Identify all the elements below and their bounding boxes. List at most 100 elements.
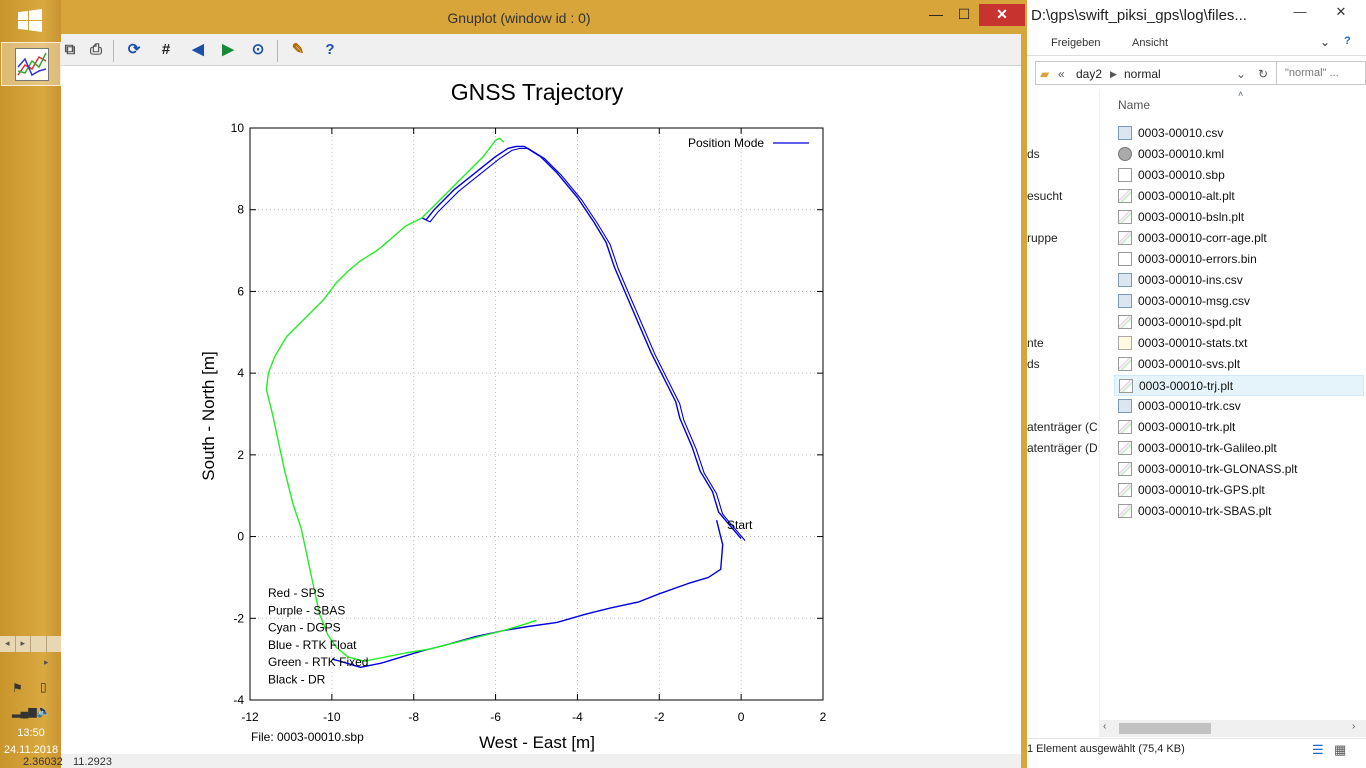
file-plt-icon: [1118, 483, 1132, 497]
help-icon[interactable]: ?: [1344, 35, 1351, 47]
nav-item[interactable]: ds: [1027, 147, 1040, 161]
tray-scroll-right-button[interactable]: ▸: [16, 636, 31, 652]
details-view-icon[interactable]: ☰: [1312, 742, 1324, 757]
tray-scroll-left-button[interactable]: ◂: [0, 636, 16, 652]
clock-time[interactable]: 13:50: [17, 727, 45, 739]
file-row[interactable]: 0003-00010-trk.plt: [1114, 417, 1364, 438]
file-row[interactable]: 0003-00010-trk-GLONASS.plt: [1114, 459, 1364, 480]
y-tick-label: 2: [237, 448, 244, 462]
file-row[interactable]: 0003-00010-trj.plt: [1114, 375, 1364, 396]
file-name: 0003-00010-trj.plt: [1139, 379, 1234, 393]
plot-canvas[interactable]: GNSS Trajectory -12 -10 -8 -6 -4 -2 0 2 -4 -2 0 2 4 6…: [61, 66, 1021, 754]
sort-ascending-icon: ˄: [1238, 89, 1244, 99]
file-plt-icon: [1118, 210, 1132, 224]
nav-item[interactable]: nte: [1027, 336, 1044, 350]
start-button[interactable]: [10, 4, 50, 38]
scroll-left-icon[interactable]: ‹: [1103, 721, 1107, 732]
file-name: 0003-00010-errors.bin: [1138, 252, 1257, 266]
file-name: 0003-00010.kml: [1138, 147, 1225, 161]
explorer-titlebar[interactable]: D:\gps\swift_piksi_gps\log\files... — ✕: [1027, 0, 1366, 32]
file-row[interactable]: 0003-00010-spd.plt: [1114, 312, 1364, 333]
file-row[interactable]: 0003-00010-trk.csv: [1114, 396, 1364, 417]
file-row[interactable]: 0003-00010.sbp: [1114, 165, 1364, 186]
breadcrumb-day2[interactable]: day2: [1076, 67, 1103, 81]
scroll-right-icon[interactable]: ›: [1352, 721, 1356, 732]
address-dropdown-icon[interactable]: ⌄: [1236, 67, 1247, 81]
ribbon-tab-share[interactable]: Freigeben: [1051, 37, 1101, 49]
file-plt-icon: [1118, 420, 1132, 434]
nav-item[interactable]: ruppe: [1027, 231, 1058, 245]
minimize-button[interactable]: —: [929, 6, 943, 22]
x-tick-label: -4: [572, 710, 583, 724]
volume-muted-icon[interactable]: 🔈: [36, 704, 51, 718]
ribbon-expand-chevron-icon[interactable]: ⌄: [1320, 35, 1331, 49]
explorer-minimize-button[interactable]: —: [1293, 4, 1307, 19]
copy-clipboard-icon[interactable]: ⧉: [64, 41, 76, 58]
file-name: 0003-00010-alt.plt: [1138, 189, 1235, 203]
file-row[interactable]: 0003-00010-alt.plt: [1114, 186, 1364, 207]
help-icon[interactable]: ?: [325, 41, 335, 58]
nav-item[interactable]: esucht: [1027, 189, 1063, 203]
refresh-icon[interactable]: ↻: [1258, 67, 1269, 81]
file-list: Name ˄ 0003-00010.csv 0003-00010.kml 0003-…: [1099, 89, 1366, 720]
gnuplot-titlebar[interactable]: Gnuplot (window id : 0) — ☐ ✕: [61, 0, 1027, 34]
zoom-previous-icon[interactable]: ◀: [192, 41, 204, 58]
legend-label: Position Mode: [688, 136, 764, 150]
file-row[interactable]: 0003-00010-errors.bin: [1114, 249, 1364, 270]
y-axis-label: South - North [m]: [199, 351, 218, 480]
file-row[interactable]: 0003-00010-svs.plt: [1114, 354, 1364, 375]
file-row[interactable]: 0003-00010-trk-SBAS.plt: [1114, 501, 1364, 522]
show-hidden-icons-icon[interactable]: ▸: [44, 657, 49, 667]
file-row[interactable]: 0003-00010-bsln.plt: [1114, 207, 1364, 228]
breadcrumb-normal[interactable]: normal: [1124, 67, 1161, 81]
zoom-next-icon[interactable]: ▶: [222, 41, 234, 58]
address-bar[interactable]: ▰ « day2 ▶ normal ⌄ ↻: [1035, 61, 1293, 85]
gnuplot-toolbar: ⧉ ⎙ ⟳ # ◀ ▶ ⊙ ✎ ?: [61, 34, 1021, 66]
file-row[interactable]: 0003-00010-msg.csv: [1114, 291, 1364, 312]
file-row[interactable]: 0003-00010-trk-GPS.plt: [1114, 480, 1364, 501]
replot-icon[interactable]: ⟳: [127, 41, 141, 58]
clock-date[interactable]: 24.11.2018: [3, 744, 59, 756]
file-row[interactable]: 0003-00010-trk-Galileo.plt: [1114, 438, 1364, 459]
tray-scroll-spare: [47, 636, 62, 652]
close-button[interactable]: ✕: [979, 4, 1025, 26]
nav-item[interactable]: ds: [1027, 357, 1040, 371]
file-row[interactable]: 0003-00010.csv: [1114, 123, 1364, 144]
network-icon[interactable]: ▂▄▆: [12, 706, 37, 718]
mode-key-entry: Cyan - DGPS: [268, 621, 341, 635]
grid-icon[interactable]: #: [161, 41, 171, 58]
nav-item[interactable]: atenträger (D:: [1027, 441, 1102, 455]
file-row[interactable]: 0003-00010-ins.csv: [1114, 270, 1364, 291]
explorer-close-button[interactable]: ✕: [1335, 4, 1347, 19]
file-name: 0003-00010-trk-GLONASS.plt: [1138, 462, 1298, 476]
file-row[interactable]: 0003-00010-corr-age.plt: [1114, 228, 1364, 249]
search-box[interactable]: "normal" ...: [1276, 61, 1366, 85]
explorer-window-title: D:\gps\swift_piksi_gps\log\files...: [1031, 7, 1247, 24]
file-row[interactable]: 0003-00010-stats.txt: [1114, 333, 1364, 354]
x-tick-label: -2: [654, 710, 665, 724]
taskbar-gnuplot-button[interactable]: [1, 42, 61, 86]
x-axis-label: West - East [m]: [479, 733, 595, 752]
gnuplot-app-icon: [15, 48, 49, 81]
nav-item[interactable]: atenträger (C:: [1027, 420, 1102, 434]
folder-icon: ▰: [1040, 67, 1050, 81]
scrollbar-thumb[interactable]: [1119, 723, 1211, 734]
column-header-name[interactable]: Name: [1118, 98, 1151, 112]
print-icon[interactable]: ⎙: [89, 41, 102, 58]
file-name: 0003-00010-trk-Galileo.plt: [1138, 441, 1277, 455]
options-wrench-icon[interactable]: ✎: [291, 41, 305, 58]
ribbon-tab-view[interactable]: Ansicht: [1132, 37, 1169, 49]
cursor-x-readout: 2.36032: [23, 756, 63, 768]
file-row[interactable]: 0003-00010.kml: [1114, 144, 1364, 165]
file-plt-icon: [1118, 357, 1132, 371]
mode-key-entry: Green - RTK Fixed: [268, 655, 368, 669]
horizontal-scrollbar[interactable]: ‹ ›: [1099, 720, 1366, 737]
battery-icon[interactable]: ▯: [40, 680, 47, 694]
unzoom-icon[interactable]: ⊙: [251, 41, 265, 58]
action-center-icon[interactable]: ⚑: [12, 681, 23, 695]
maximize-button[interactable]: ☐: [957, 6, 971, 22]
large-icons-view-icon[interactable]: ▦: [1334, 742, 1347, 757]
y-tick-label: 4: [237, 366, 244, 380]
file-plt-icon: [1118, 504, 1132, 518]
trajectory-series-line: [421, 145, 742, 540]
